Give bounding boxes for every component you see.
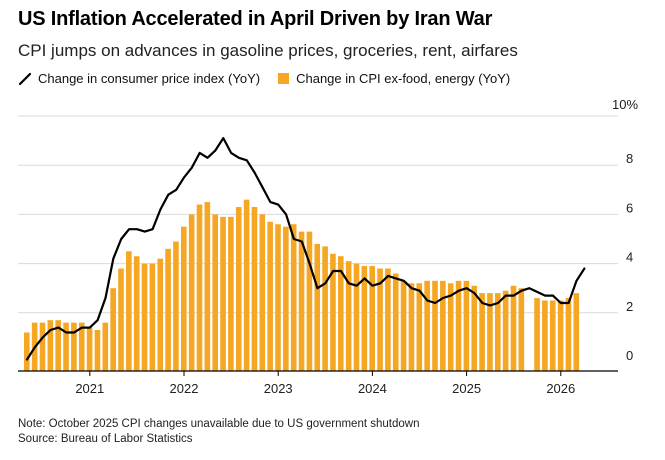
bar: [345, 261, 352, 371]
bar: [479, 293, 485, 371]
bar: [157, 258, 164, 371]
x-tick-label: 2024: [358, 381, 387, 396]
bar: [165, 248, 171, 371]
bar: [510, 285, 517, 371]
bar: [518, 288, 525, 371]
bar: [314, 243, 321, 371]
bar: [24, 332, 30, 371]
bar: [400, 280, 407, 371]
note-text: Note: October 2025 CPI changes unavailab…: [18, 418, 420, 430]
bar: [267, 221, 273, 371]
x-tick-label: 2022: [170, 381, 199, 396]
bar: [102, 322, 109, 371]
legend-line-swatch: [18, 72, 32, 85]
x-tick-label: 2023: [264, 381, 293, 396]
bar: [416, 283, 423, 371]
bar: [290, 224, 297, 371]
bar: [534, 298, 540, 371]
axis-labels: 0 2 4 6 8 10% 2021 2022 2023 2024 2025 2026: [75, 97, 638, 396]
bar: [440, 280, 446, 371]
bar: [39, 322, 46, 371]
bar: [47, 320, 54, 371]
y-tick-label: 0: [626, 348, 633, 363]
bar: [118, 268, 124, 371]
bar: [141, 263, 148, 371]
bar: [487, 293, 493, 371]
bar: [220, 216, 226, 371]
bar: [126, 251, 132, 371]
y-tick-label: 8: [626, 151, 633, 166]
legend-item-core: Change in CPI ex-food, energy (YoY): [278, 71, 510, 86]
bar: [71, 322, 77, 371]
bar: [86, 327, 93, 371]
legend-label-core: Change in CPI ex-food, energy (YoY): [296, 71, 511, 86]
bar: [94, 330, 101, 371]
x-tick-label: 2025: [452, 381, 481, 396]
bar: [377, 268, 383, 371]
bar: [549, 300, 556, 371]
bar: [275, 224, 281, 371]
legend-bar-swatch: [278, 73, 290, 84]
bar: [149, 263, 156, 371]
y-tick-label: 6: [626, 200, 633, 215]
bar: [463, 280, 470, 371]
bar: [283, 226, 289, 371]
bar: [408, 283, 415, 371]
bar: [565, 298, 572, 371]
cpi-line: [25, 137, 586, 361]
footnote: Note: October 2025 CPI changes unavailab…: [18, 417, 419, 447]
bar: [228, 216, 234, 371]
bar: [353, 263, 360, 371]
bar: [78, 322, 85, 371]
bar: [361, 266, 368, 371]
x-axis: [18, 370, 618, 376]
bar: [55, 320, 61, 371]
bar: [259, 214, 266, 371]
bar: [392, 273, 399, 371]
bar: [306, 231, 313, 371]
y-tick-label: 4: [626, 250, 633, 265]
x-tick-label: 2026: [546, 381, 575, 396]
bar: [243, 199, 250, 371]
bar: [298, 231, 305, 371]
bar: [110, 288, 116, 371]
bar: [432, 280, 438, 371]
bar: [455, 280, 462, 371]
chart-title: US Inflation Accelerated in April Driven…: [18, 8, 493, 30]
legend-item-cpi: Change in consumer price index (YoY): [18, 71, 260, 86]
bar: [502, 290, 509, 371]
bar: [542, 300, 548, 371]
bar: [251, 207, 258, 371]
y-tick-label: 2: [626, 299, 633, 314]
bar: [495, 293, 501, 371]
bar: [181, 226, 187, 371]
bar: [196, 204, 203, 371]
bar: [330, 253, 336, 371]
chart-subtitle: CPI jumps on advances in gasoline prices…: [18, 41, 518, 60]
legend: Change in consumer price index (YoY) Cha…: [18, 71, 528, 86]
line-series: [25, 137, 586, 361]
source-text: Source: Bureau of Labor Statistics: [18, 433, 193, 445]
bar: [338, 256, 344, 371]
x-tick-label: 2021: [75, 381, 104, 396]
bar: [188, 214, 195, 371]
bar: [471, 285, 478, 371]
bar: [573, 293, 580, 371]
bar: [557, 300, 564, 371]
bar: [212, 214, 218, 371]
bar: [235, 207, 242, 371]
y-tick-label-top: 10%: [612, 97, 638, 112]
bar: [63, 322, 69, 371]
bar: [173, 241, 179, 371]
bar: [322, 246, 328, 371]
bar: [369, 266, 375, 371]
bar: [385, 268, 391, 371]
legend-label-cpi: Change in consumer price index (YoY): [38, 71, 261, 86]
bar: [133, 256, 140, 371]
bar: [447, 283, 454, 371]
bar: [204, 202, 211, 371]
bar: [424, 280, 430, 371]
